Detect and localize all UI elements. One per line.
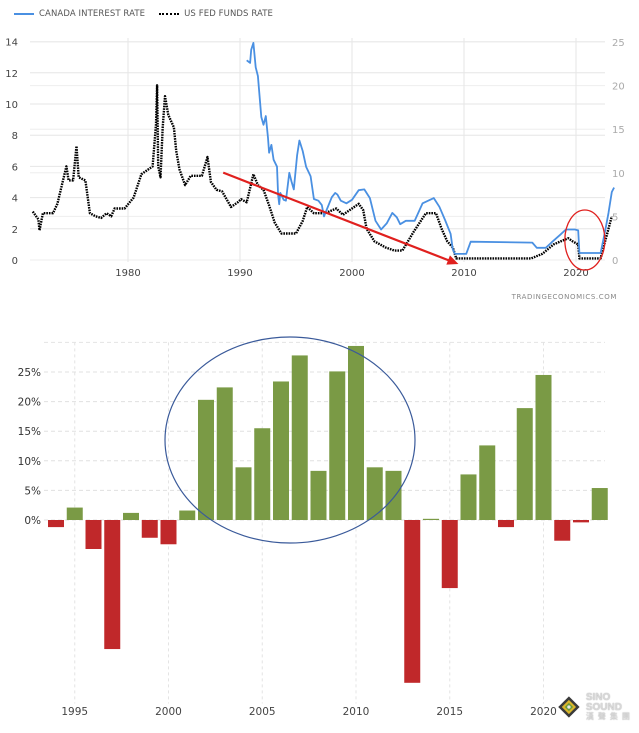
logo-text-en: SINO SOUND — [585, 692, 622, 713]
bar-1994 — [48, 520, 64, 528]
legend-item-us[interactable]: US FED FUNDS RATE — [159, 9, 273, 19]
y-left-tick: 4 — [12, 194, 18, 205]
y-left-tick: 2 — [12, 225, 18, 236]
x-tick: 2010 — [343, 706, 370, 718]
y-right-tick: 15 — [612, 125, 625, 136]
line-plot-area: 0 2 4 6 8 10 12 14 0 5 10 15 20 25 1980 1990 2000 2010 202… — [5, 38, 625, 279]
bar-1995 — [66, 507, 83, 520]
bar-2006 — [273, 381, 289, 520]
logo-text-cn: 漢聲集團 — [585, 712, 634, 721]
bar-2021 — [554, 520, 571, 541]
bar-2014 — [423, 518, 439, 520]
bar-2010 — [348, 345, 364, 520]
bar-2013 — [404, 520, 421, 683]
bar-2011 — [366, 467, 383, 520]
interest-rate-chart: CANADA INTEREST RATE US FED FUNDS RATE 0… — [0, 0, 639, 310]
arrowhead-icon — [446, 255, 459, 265]
sino-sound-logo: SINO SOUND 漢聲集團 — [558, 693, 639, 721]
bar-2001 — [179, 510, 196, 520]
x-tick: 1990 — [227, 268, 252, 279]
y-left-tick: 0 — [12, 256, 18, 267]
y-tick: 25% — [18, 367, 41, 379]
bar-2000 — [160, 520, 177, 545]
bar-2003 — [216, 387, 233, 520]
y-left-tick: 14 — [5, 38, 18, 49]
bar-1999 — [141, 520, 158, 538]
us-fed-funds-line — [31, 84, 613, 260]
trend-arrow-line — [222, 171, 451, 263]
highlight-circle — [564, 209, 606, 271]
x-tick: 2000 — [339, 268, 364, 279]
x-tick: 2020 — [563, 268, 588, 279]
y-tick: 15% — [18, 426, 41, 438]
y-left-tick: 8 — [12, 131, 18, 142]
bar-1997 — [104, 520, 121, 650]
bar-2023 — [591, 488, 608, 520]
x-tick: 1995 — [61, 706, 88, 718]
annual-change-bar-chart: 0% 5% 10% 15% 20% 25% 1995 2000 2005 2010 2015 2020 — [0, 315, 639, 729]
bar-2018 — [498, 520, 514, 528]
y-right-tick: 0 — [612, 256, 618, 267]
y-right-tick: 20 — [612, 82, 625, 93]
legend-label-us: US FED FUNDS RATE — [184, 9, 274, 19]
bar-2005 — [254, 428, 271, 520]
x-tick: 2010 — [451, 268, 476, 279]
bar-2019 — [516, 408, 533, 520]
bar-2004 — [235, 467, 252, 520]
legend-label-canada: CANADA INTEREST RATE — [39, 9, 146, 19]
bar-2020 — [535, 374, 552, 520]
y-tick: 10% — [18, 456, 41, 468]
bar-2015 — [441, 520, 458, 589]
y-tick: 0% — [24, 515, 41, 527]
y-right-tick: 10 — [612, 169, 625, 180]
y-left-tick: 10 — [5, 100, 18, 111]
tradingeconomics-watermark: TRADINGECONOMICS.COM — [511, 293, 617, 301]
chart-legend: CANADA INTEREST RATE US FED FUNDS RATE — [14, 9, 273, 19]
y-left-tick: 6 — [12, 162, 18, 173]
y-left-tick: 12 — [5, 69, 18, 80]
legend-item-canada[interactable]: CANADA INTEREST RATE — [14, 9, 145, 19]
x-tick: 2000 — [155, 706, 182, 718]
y-tick: 20% — [18, 397, 41, 409]
diamond-logo-icon — [558, 696, 580, 718]
bar-2008 — [310, 470, 327, 520]
bar-1998 — [123, 512, 139, 520]
y-right-tick: 5 — [612, 212, 618, 223]
x-tick: 2015 — [436, 706, 463, 718]
y-tick: 5% — [24, 485, 41, 497]
bar-2022 — [573, 520, 589, 523]
canada-rate-line — [246, 42, 615, 255]
x-tick: 1980 — [115, 268, 140, 279]
solid-line-swatch-icon — [14, 13, 34, 15]
x-tick: 2020 — [530, 706, 557, 718]
highlight-ellipse — [164, 336, 416, 544]
bar-2016 — [460, 474, 477, 520]
x-tick: 2005 — [249, 706, 276, 718]
y-right-tick: 25 — [612, 38, 625, 49]
bar-2009 — [329, 371, 346, 520]
bar-2012 — [385, 470, 402, 520]
bar-2017 — [479, 445, 496, 520]
bar-1996 — [85, 520, 102, 550]
dotted-line-swatch-icon — [159, 13, 180, 15]
bar-2007 — [291, 355, 308, 520]
bar-plot-area: 0% 5% 10% 15% 20% 25% 1995 2000 2005 2010 2015 2020 — [18, 336, 608, 718]
bar-2002 — [198, 399, 214, 520]
